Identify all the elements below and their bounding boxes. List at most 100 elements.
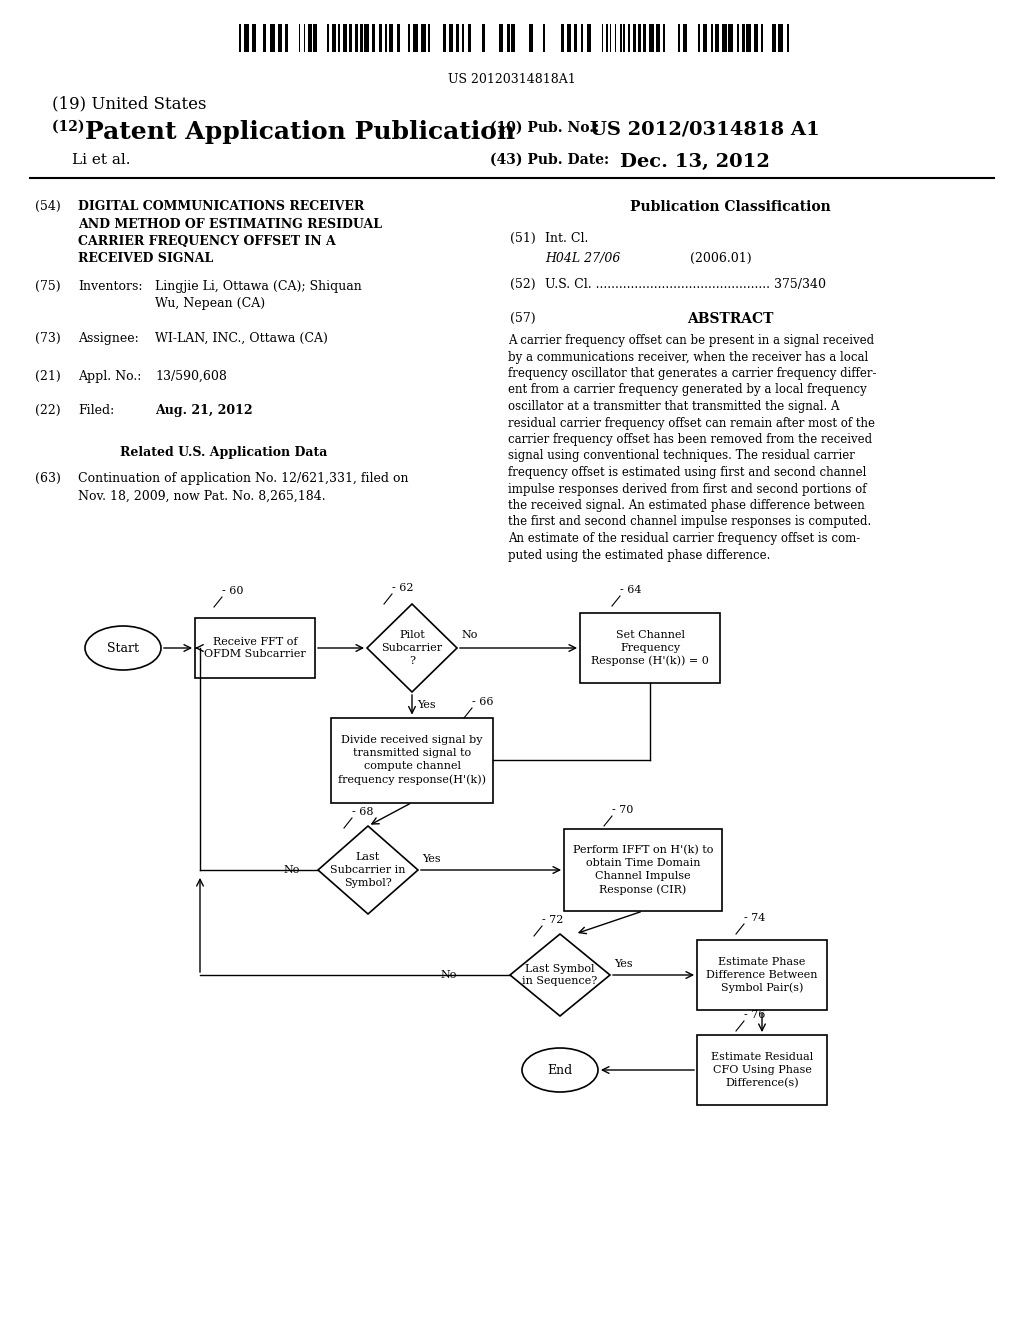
Bar: [355, 24, 358, 51]
Bar: [761, 24, 763, 51]
Text: (54): (54): [35, 201, 60, 213]
Bar: [500, 24, 503, 51]
Bar: [746, 24, 751, 51]
Ellipse shape: [85, 626, 161, 671]
Text: Last
Subcarrier in
Symbol?: Last Subcarrier in Symbol?: [331, 853, 406, 888]
Text: Assignee:: Assignee:: [78, 333, 138, 345]
Bar: [279, 24, 283, 51]
Text: ent from a carrier frequency generated by a local frequency: ent from a carrier frequency generated b…: [508, 384, 866, 396]
Bar: [468, 24, 471, 51]
Bar: [605, 24, 607, 51]
Text: Yes: Yes: [614, 960, 633, 969]
Bar: [304, 24, 305, 51]
Text: H04L 27/06: H04L 27/06: [545, 252, 621, 265]
Text: frequency offset is estimated using first and second channel: frequency offset is estimated using firs…: [508, 466, 866, 479]
Bar: [786, 24, 788, 51]
Text: A carrier frequency offset can be present in a signal received: A carrier frequency offset can be presen…: [508, 334, 874, 347]
Bar: [663, 24, 665, 51]
Bar: [396, 24, 400, 51]
Bar: [244, 24, 249, 51]
Text: Li et al.: Li et al.: [72, 153, 130, 168]
Text: Related U.S. Application Data: Related U.S. Application Data: [120, 446, 328, 459]
Bar: [349, 24, 351, 51]
Bar: [408, 24, 411, 51]
Bar: [285, 24, 288, 51]
Bar: [602, 24, 603, 51]
Bar: [365, 24, 369, 51]
FancyBboxPatch shape: [331, 718, 493, 803]
Bar: [462, 24, 464, 51]
Bar: [482, 24, 485, 51]
Bar: [649, 24, 653, 51]
Text: US 20120314818A1: US 20120314818A1: [449, 73, 575, 86]
Polygon shape: [367, 605, 457, 692]
Text: Appl. No.:: Appl. No.:: [78, 370, 141, 383]
Text: U.S. Cl. ............................................. 375/340: U.S. Cl. ...............................…: [545, 279, 826, 290]
Bar: [308, 24, 311, 51]
Text: Continuation of application No. 12/621,331, filed on
Nov. 18, 2009, now Pat. No.: Continuation of application No. 12/621,3…: [78, 473, 409, 503]
Text: ABSTRACT: ABSTRACT: [687, 312, 773, 326]
Bar: [561, 24, 564, 51]
Bar: [683, 24, 687, 51]
Text: US 2012/0314818 A1: US 2012/0314818 A1: [590, 121, 820, 139]
Bar: [343, 24, 347, 51]
Bar: [372, 24, 376, 51]
Bar: [252, 24, 256, 51]
Text: WI-LAN, INC., Ottawa (CA): WI-LAN, INC., Ottawa (CA): [155, 333, 328, 345]
Bar: [511, 24, 515, 51]
Bar: [239, 24, 242, 51]
Bar: [643, 24, 646, 51]
Text: (22): (22): [35, 404, 60, 417]
Bar: [456, 24, 459, 51]
Text: (21): (21): [35, 370, 60, 383]
Text: Yes: Yes: [417, 700, 435, 710]
Text: (63): (63): [35, 473, 60, 484]
Text: - 72: - 72: [542, 915, 563, 925]
Bar: [703, 24, 708, 51]
Text: An estimate of the residual carrier frequency offset is com-: An estimate of the residual carrier freq…: [508, 532, 860, 545]
FancyBboxPatch shape: [697, 1035, 827, 1105]
Text: the received signal. An estimated phase difference between: the received signal. An estimated phase …: [508, 499, 864, 512]
Text: - 76: - 76: [744, 1010, 765, 1020]
Bar: [414, 24, 418, 51]
Text: 13/590,608: 13/590,608: [155, 370, 227, 383]
Text: (2006.01): (2006.01): [690, 252, 752, 265]
Bar: [614, 24, 616, 51]
Text: Pilot
Subcarrier
?: Pilot Subcarrier ?: [381, 630, 442, 665]
Polygon shape: [510, 935, 610, 1016]
Text: residual carrier frequency offset can remain after most of the: residual carrier frequency offset can re…: [508, 417, 874, 429]
FancyBboxPatch shape: [580, 612, 720, 682]
Text: No: No: [283, 865, 299, 875]
Text: Dec. 13, 2012: Dec. 13, 2012: [620, 153, 770, 172]
Bar: [332, 24, 336, 51]
Bar: [778, 24, 782, 51]
Text: - 62: - 62: [392, 583, 414, 593]
Text: - 74: - 74: [744, 913, 765, 923]
Bar: [360, 24, 362, 51]
Bar: [389, 24, 393, 51]
Bar: [313, 24, 317, 51]
Bar: [656, 24, 660, 51]
Bar: [722, 24, 727, 51]
Bar: [620, 24, 622, 51]
Text: - 66: - 66: [472, 697, 494, 708]
Bar: [697, 24, 700, 51]
Bar: [327, 24, 330, 51]
Text: No: No: [440, 970, 457, 979]
Bar: [609, 24, 611, 51]
Text: Estimate Phase
Difference Between
Symbol Pair(s): Estimate Phase Difference Between Symbol…: [707, 957, 818, 993]
Bar: [581, 24, 583, 51]
Bar: [529, 24, 532, 51]
Text: - 60: - 60: [222, 586, 244, 597]
Text: Set Channel
Frequency
Response (H'(k)) = 0: Set Channel Frequency Response (H'(k)) =…: [591, 630, 709, 667]
Text: carrier frequency offset has been removed from the received: carrier frequency offset has been remove…: [508, 433, 872, 446]
Text: Aug. 21, 2012: Aug. 21, 2012: [155, 404, 253, 417]
Text: oscillator at a transmitter that transmitted the signal. A: oscillator at a transmitter that transmi…: [508, 400, 840, 413]
Bar: [772, 24, 776, 51]
Text: Last Symbol
in Sequence?: Last Symbol in Sequence?: [522, 964, 598, 986]
Text: (12): (12): [52, 120, 89, 135]
Text: No: No: [461, 630, 477, 640]
Bar: [711, 24, 714, 51]
Text: Inventors:: Inventors:: [78, 280, 142, 293]
Text: (19) United States: (19) United States: [52, 95, 207, 112]
